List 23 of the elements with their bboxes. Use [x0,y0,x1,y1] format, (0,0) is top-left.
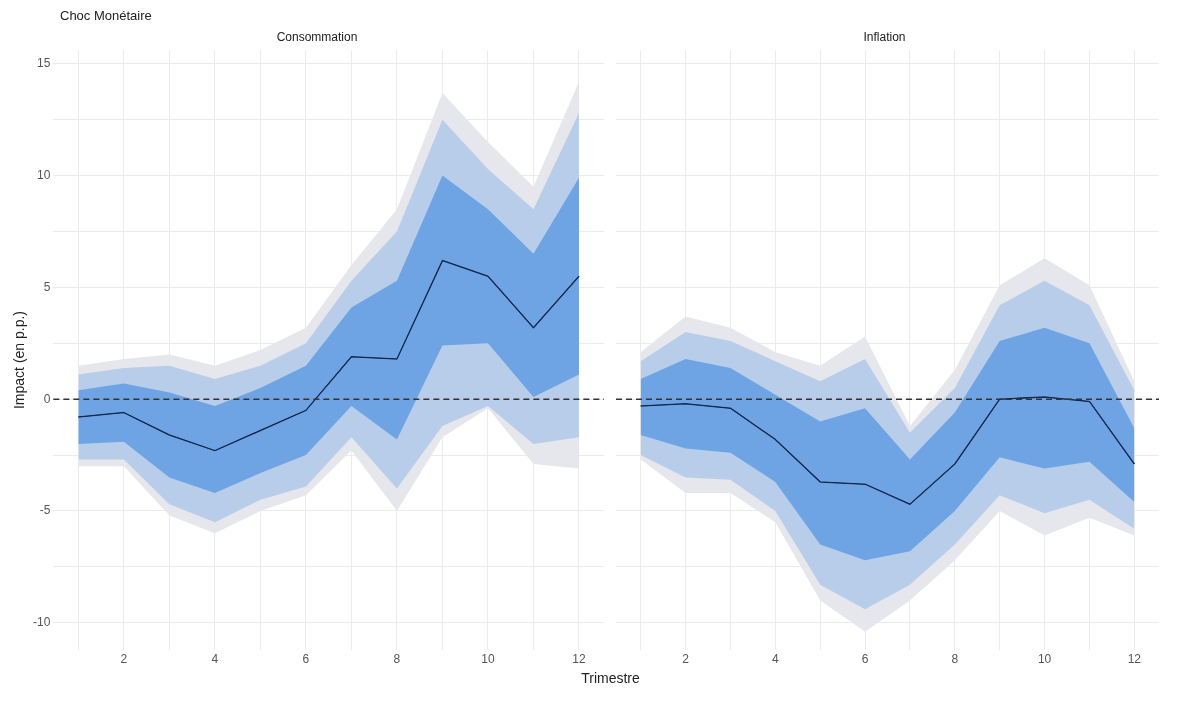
y-tick-label: -10 [33,615,51,630]
x-tick-label: 10 [1037,652,1052,667]
x-tick-label: 12 [572,652,586,667]
chart-title: Consommation [276,29,358,44]
x-tick-label: 2 [682,652,690,667]
y-tick-label: 15 [36,56,51,71]
x-tick-label: 2 [120,652,128,667]
y-axis-title: Impact (en p.p.) [11,310,27,410]
y-tick-label: -5 [39,503,51,518]
x-tick-label: 8 [393,652,401,667]
chart-title: Inflation [863,29,906,44]
y-tick-label: 0 [43,391,51,406]
x-tick-label: 8 [951,652,959,667]
x-tick-label: 12 [1127,652,1142,667]
x-tick-label: 6 [302,652,310,667]
text: Choc Monétaire [60,8,153,25]
x-tick-label: 4 [771,652,779,667]
y-tick-label: 5 [43,279,51,294]
x-tick-label: 10 [481,652,495,667]
y-tick-label: 10 [36,167,51,182]
x-axis-title: Trimestre [580,670,641,686]
x-tick-label: 6 [861,652,869,667]
x-tick-label: 4 [211,652,219,667]
